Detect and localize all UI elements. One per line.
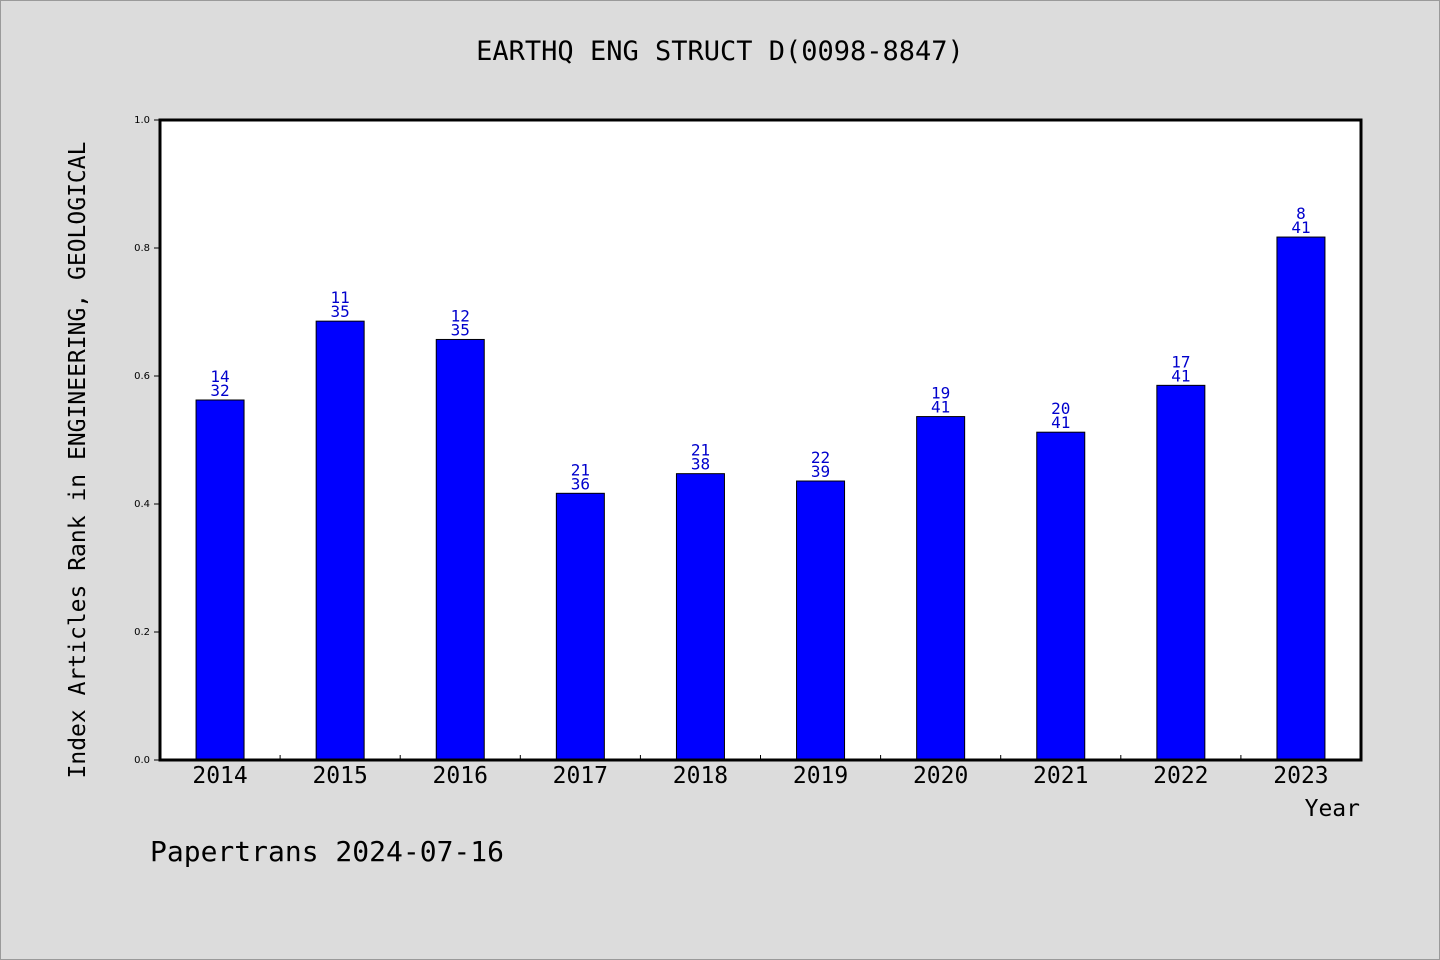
bar-label-total: 41 [1291, 218, 1310, 237]
bar [195, 399, 245, 761]
chart-title: EARTHQ ENG STRUCT D(0098-8847) [476, 36, 964, 67]
bar [1276, 236, 1326, 761]
y-tick-label: 1.0 [134, 115, 150, 126]
bar [1156, 384, 1206, 761]
bar-label-total: 32 [210, 381, 229, 400]
y-tick-label: 0.4 [134, 499, 150, 510]
bar [675, 473, 725, 761]
x-tick-label: 2023 [1273, 763, 1328, 789]
bar-label-rank: 11 [331, 288, 350, 307]
x-tick-label: 2021 [1033, 763, 1088, 789]
x-tick-label: 2016 [433, 763, 488, 789]
bar-label-rank: 8 [1296, 204, 1306, 223]
bar [555, 492, 605, 761]
bar-label-rank: 17 [1171, 352, 1190, 371]
y-tick-label: 0.2 [134, 627, 150, 638]
bar-label-total: 41 [1051, 413, 1070, 432]
x-tick-label: 2014 [192, 763, 247, 789]
x-tick-label: 2022 [1153, 763, 1208, 789]
bar-label-total: 39 [811, 462, 830, 481]
footer-text: Papertrans 2024-07-16 [150, 835, 505, 868]
bar [796, 480, 846, 761]
bar-label-total: 36 [571, 474, 590, 493]
bar-label-total: 35 [331, 302, 350, 321]
bar-label-total: 38 [691, 455, 710, 474]
bar-label-rank: 21 [571, 460, 590, 479]
bar [916, 416, 966, 761]
y-tick-label: 0.8 [134, 243, 150, 254]
bar-label-rank: 21 [691, 441, 710, 460]
bar-label-rank: 19 [931, 384, 950, 403]
bar [1036, 431, 1086, 761]
x-tick-label: 2018 [673, 763, 728, 789]
x-tick-label: 2020 [913, 763, 968, 789]
bar-label-total: 41 [1171, 366, 1190, 385]
plot-border [158, 118, 1363, 762]
bar-label-rank: 12 [451, 306, 470, 325]
bar-label-rank: 14 [210, 367, 229, 386]
x-tick-label: 2017 [553, 763, 608, 789]
bar-label-rank: 20 [1051, 399, 1070, 418]
x-tick-label: 2019 [793, 763, 848, 789]
bar-label-rank: 22 [811, 448, 830, 467]
bar [315, 320, 365, 761]
x-tick-label: 2015 [312, 763, 367, 789]
y-tick-label: 0.0 [134, 755, 150, 766]
y-tick-label: 0.6 [134, 371, 150, 382]
bar-label-total: 35 [451, 320, 470, 339]
bar [435, 338, 485, 761]
bar-label-total: 41 [931, 398, 950, 417]
x-axis-label: Year [1304, 796, 1360, 822]
